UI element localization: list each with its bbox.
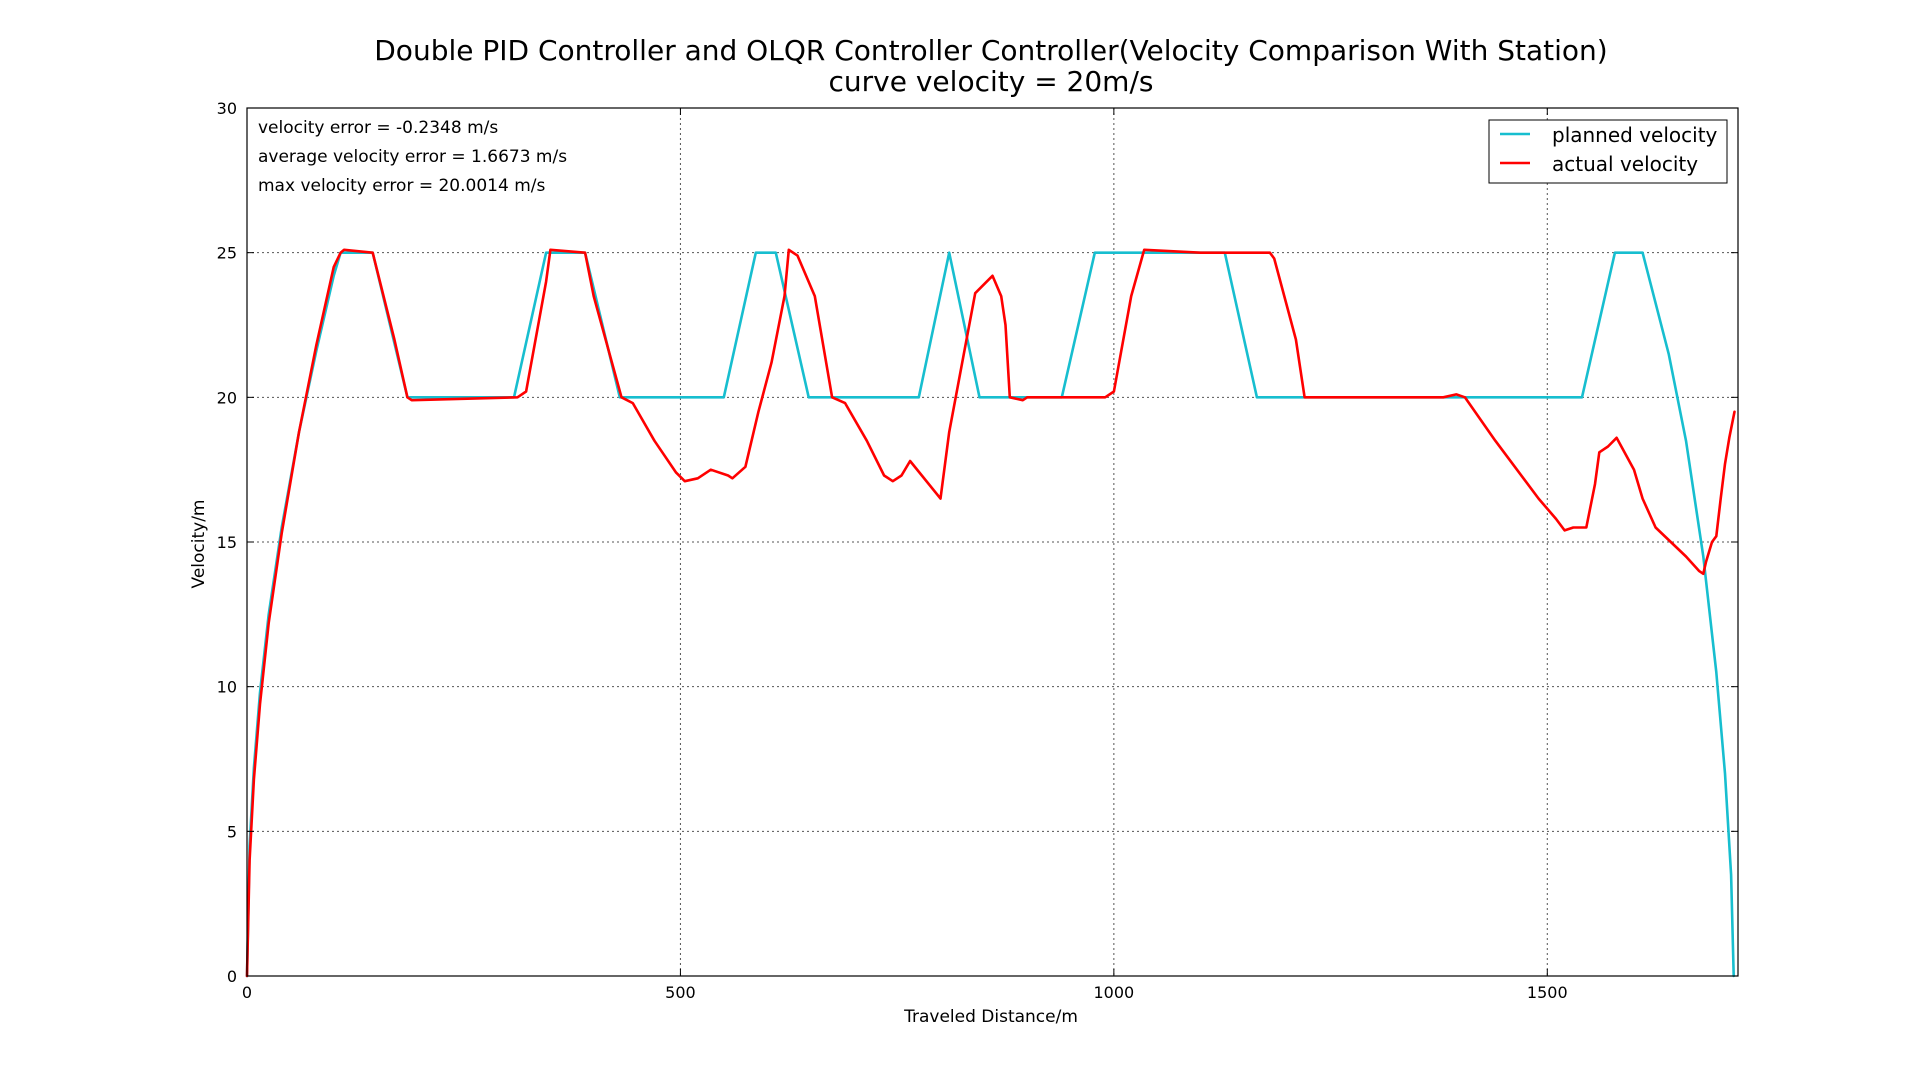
y-tick-label: 30 [217, 99, 237, 118]
y-tick-label: 20 [217, 388, 237, 407]
y-axis-label: Velocity/m [189, 500, 209, 589]
legend-label-actual: actual velocity [1552, 152, 1698, 176]
y-tick-label: 15 [217, 533, 237, 552]
chart-title: Double PID Controller and OLQR Controlle… [374, 34, 1607, 67]
annotation-block: velocity error = -0.2348 m/s average vel… [258, 118, 567, 196]
legend-box [1488, 119, 1728, 184]
legend: planned velocity actual velocity [1488, 119, 1728, 184]
x-tick-label: 0 [242, 983, 252, 1002]
annotation-max-velocity-error: max velocity error = 20.0014 m/s [258, 176, 545, 196]
legend-label-planned: planned velocity [1552, 123, 1718, 147]
y-tick-label: 5 [227, 822, 237, 841]
x-tick-label: 1500 [1527, 983, 1568, 1002]
y-tick-label: 10 [217, 678, 237, 697]
y-tick-label: 0 [227, 967, 237, 986]
axis-ticks: 0 500 1000 1500 0 5 10 15 20 25 30 [217, 99, 1738, 1002]
annotation-average-velocity-error: average velocity error = 1.6673 m/s [258, 147, 567, 167]
series-lines [245, 248, 1736, 978]
planned-velocity-line [245, 251, 1735, 978]
grid [247, 108, 1738, 976]
y-tick-label: 25 [217, 244, 237, 263]
x-tick-label: 500 [665, 983, 696, 1002]
x-tick-label: 1000 [1094, 983, 1135, 1002]
annotation-velocity-error: velocity error = -0.2348 m/s [258, 118, 498, 138]
actual-velocity-line [245, 248, 1736, 978]
chart-subtitle: curve velocity = 20m/s [829, 65, 1154, 98]
x-axis-label: Traveled Distance/m [903, 1007, 1078, 1027]
